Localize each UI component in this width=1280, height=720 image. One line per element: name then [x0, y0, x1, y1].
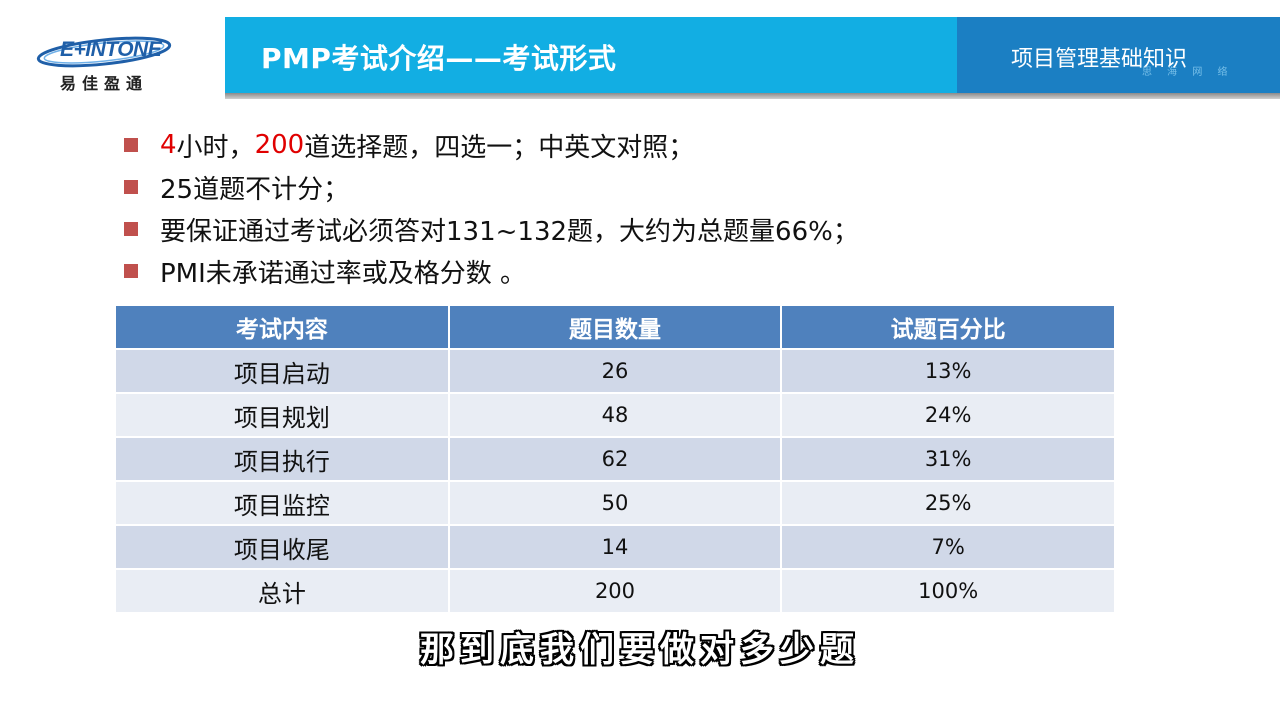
table-cell: 24% — [781, 393, 1114, 438]
bullet-square-icon — [124, 180, 138, 194]
exam-content-table: 考试内容 题目数量 试题百分比 项目启动 26 13% 项目规划 48 24% … — [116, 306, 1114, 614]
table-cell: 项目执行 — [116, 437, 450, 482]
table-row: 项目规划 48 24% — [116, 393, 1114, 438]
header-title-bar: PMP考试介绍——考试形式 — [225, 17, 957, 93]
table-cell: 项目收尾 — [116, 525, 450, 570]
column-header: 题目数量 — [448, 306, 783, 350]
table-cell: 31% — [781, 437, 1114, 482]
table-cell: 13% — [781, 349, 1114, 394]
bullet-list: 4 小时， 200 道选择题，四选一；中英文对照； 25道题不计分； 要保证通过考试必… — [124, 124, 1184, 292]
table-header-row: 考试内容 题目数量 试题百分比 — [116, 306, 1114, 350]
bullet-item: 4 小时， 200 道选择题，四选一；中英文对照； — [124, 124, 1184, 166]
column-header: 考试内容 — [116, 306, 450, 350]
bullet-text: 小时， — [176, 132, 255, 163]
section-label: 项目管理基础知识 — [1011, 47, 1188, 72]
table-row-total: 总计 200 100% — [116, 569, 1114, 614]
header-section-bar: 项目管理基础知识 思 海 网 络 — [957, 17, 1280, 93]
table-cell: 7% — [781, 525, 1114, 570]
slide-title: PMP考试介绍——考试形式 — [261, 42, 617, 75]
logo-subtitle: 易佳盈通 — [60, 74, 149, 93]
video-subtitle: 那到底我们要做对多少题 — [420, 630, 860, 670]
logo-swoosh-icon — [36, 36, 172, 68]
bullet-text-hours: 4 — [160, 130, 177, 160]
header-watermark: 思 海 网 络 — [1142, 67, 1234, 78]
bullet-item: 要保证通过考试必须答对131~132题，大约为总题量66%； — [124, 208, 1184, 250]
bullet-text: 要保证通过考试必须答对131~132题，大约为总题量66%； — [160, 216, 859, 247]
table-row: 项目监控 50 25% — [116, 481, 1114, 526]
bullet-square-icon — [124, 138, 138, 152]
table-cell: 项目规划 — [116, 393, 450, 438]
bullet-square-icon — [124, 264, 138, 278]
header-divider — [225, 93, 1280, 99]
bullet-square-icon — [124, 222, 138, 236]
bullet-item: 25道题不计分； — [124, 166, 1184, 208]
table-cell: 总计 — [116, 569, 450, 614]
bullet-text: 道选择题，四选一；中英文对照； — [304, 132, 695, 163]
logo-wordmark: E+INTONE — [60, 38, 162, 61]
table-cell: 62 — [448, 437, 783, 482]
table-cell: 48 — [448, 393, 783, 438]
slide-header: PMP考试介绍——考试形式 项目管理基础知识 思 海 网 络 — [225, 17, 1280, 93]
table-row: 项目收尾 14 7% — [116, 525, 1114, 570]
table-row: 项目执行 62 31% — [116, 437, 1114, 482]
table-cell: 项目监控 — [116, 481, 450, 526]
company-logo: E+INTONE 易佳盈通 — [36, 34, 186, 94]
table-cell: 项目启动 — [116, 349, 450, 394]
bullet-text: 25道题不计分； — [160, 174, 350, 205]
table-row: 项目启动 26 13% — [116, 349, 1114, 394]
bullet-text: PMI未承诺通过率或及格分数 。 — [160, 258, 527, 289]
table-cell: 26 — [448, 349, 783, 394]
table-cell: 200 — [448, 569, 783, 614]
bullet-item: PMI未承诺通过率或及格分数 。 — [124, 250, 1184, 292]
bullet-text-count: 200 — [254, 130, 305, 160]
table-cell: 100% — [781, 569, 1114, 614]
table-cell: 14 — [448, 525, 783, 570]
table-cell: 25% — [781, 481, 1114, 526]
column-header: 试题百分比 — [781, 306, 1114, 350]
table-cell: 50 — [448, 481, 783, 526]
